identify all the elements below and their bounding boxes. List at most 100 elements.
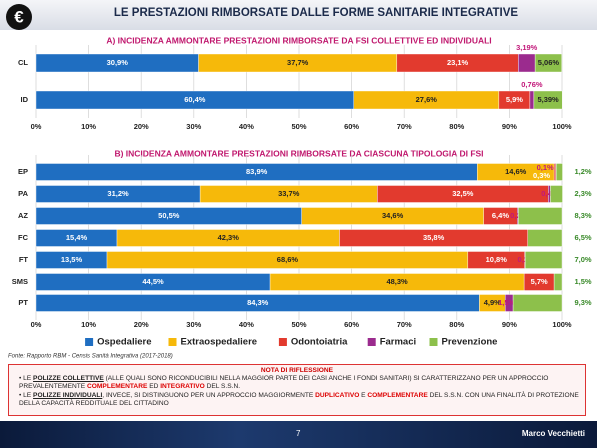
value-label: 23,1% <box>447 58 469 67</box>
legend-label: Odontoiatria <box>291 337 348 348</box>
x-tick-label: 50% <box>291 122 306 131</box>
value-label: 33,7% <box>278 189 300 198</box>
note-text: POLIZZE COLLETTIVE <box>33 375 104 383</box>
value-label: 5,7% <box>531 277 548 286</box>
value-label: 0,4% <box>541 189 558 198</box>
value-label: 8,3% <box>574 211 591 220</box>
value-label: 30,9% <box>107 58 129 67</box>
legend-label: Farmaci <box>380 337 416 348</box>
value-label: 68,6% <box>277 255 299 264</box>
value-label: 3,19% <box>516 43 538 52</box>
value-label: 2,3% <box>574 189 591 198</box>
legend-swatch <box>367 338 376 346</box>
bar-segment <box>534 53 562 73</box>
note-text: DEL S.S.N. <box>204 383 241 391</box>
value-label: 27,6% <box>416 95 438 104</box>
y-tick-label: CL <box>18 58 28 67</box>
value-label: 0,3% <box>533 171 550 180</box>
value-label: 13,5% <box>61 255 83 264</box>
chart: € LE PRESTAZIONI RIMBORSATE DALLE FORME … <box>0 0 597 360</box>
value-label: 0,76% <box>521 80 543 89</box>
legend-label: Prevenzione <box>442 337 498 348</box>
note-bullet: • LE POLIZZE COLLETTIVE (ALLE QUALI SONO… <box>19 375 549 391</box>
y-tick-label: PT <box>18 298 28 307</box>
value-label: 4,9% <box>484 298 501 307</box>
x-tick-label: 100% <box>552 122 572 131</box>
x-tick-label: 80% <box>449 320 464 329</box>
x-tick-label: 60% <box>344 122 359 131</box>
value-label: 6,5% <box>574 233 591 242</box>
bar-segment <box>556 163 563 181</box>
value-label: 15,4% <box>66 233 88 242</box>
value-label: 35,8% <box>423 233 445 242</box>
note-text: ED <box>147 383 161 391</box>
value-label: 5,39% <box>537 95 559 104</box>
x-tick-label: 100% <box>552 320 572 329</box>
note-text: INTEGRATIVO <box>160 383 205 391</box>
slide-title: LE PRESTAZIONI RIMBORSATE DALLE FORME SA… <box>114 7 519 19</box>
x-tick-label: 90% <box>502 122 517 131</box>
legend-label: Extraospedaliere <box>181 337 258 348</box>
x-tick-label: 70% <box>397 122 412 131</box>
x-tick-label: 80% <box>449 122 464 131</box>
note-text: DEL S.S.N. CON UNA FINALITÀ DI PROTEZION… <box>19 391 579 407</box>
x-tick-label: 30% <box>186 320 201 329</box>
chart-title: B) INCIDENZA AMMONTARE PRESTAZIONI RIMBO… <box>114 148 483 158</box>
legend-label: Ospedaliere <box>97 337 151 348</box>
value-label: 10,8% <box>486 255 508 264</box>
note-text: POLIZZE INDIVIDUALI <box>33 391 103 399</box>
note-text: COMPLEMENTARE <box>87 383 148 391</box>
value-label: 1,5% <box>498 298 515 307</box>
x-tick-label: 0% <box>31 320 42 329</box>
value-label: 83,9% <box>246 167 268 176</box>
x-tick-label: 60% <box>344 320 359 329</box>
legend-swatch <box>429 338 438 346</box>
y-tick-label: FC <box>18 233 29 242</box>
value-label: 1,2% <box>574 167 591 176</box>
value-label: 32,5% <box>452 189 474 198</box>
value-label: 60,4% <box>184 95 206 104</box>
note-text: COMPLEMENTARE <box>367 391 428 399</box>
note-text: , INVECE, SI DISTINGUONO PER UN APPROCCI… <box>102 391 316 399</box>
euro-icon <box>6 4 32 30</box>
bar-segment <box>518 53 536 73</box>
x-tick-label: 20% <box>134 320 149 329</box>
value-label: 0,1% <box>537 163 554 172</box>
chart-title: A) INCIDENZA AMMONTARE PRESTAZIONI RIMBO… <box>106 35 491 45</box>
value-label: 48,3% <box>386 277 408 286</box>
bar-segment <box>518 207 563 225</box>
value-label: 84,3% <box>247 298 269 307</box>
source: Fonte: Rapporto RBM - Censis Sanità Inte… <box>8 354 173 360</box>
y-tick-label: FT <box>19 255 29 264</box>
author: Marco Vecchietti <box>521 429 585 438</box>
x-tick-label: 30% <box>186 122 201 131</box>
x-tick-label: 40% <box>239 320 254 329</box>
note-text: LE <box>23 391 34 399</box>
x-tick-label: 70% <box>397 320 412 329</box>
note-text: (ALLE QUALI SONO RICONDUCIBILI NELLA MAG… <box>19 375 549 391</box>
euro-symbol: € <box>14 7 24 26</box>
legend-swatch <box>278 338 287 346</box>
x-tick-label: 10% <box>81 320 96 329</box>
legend-swatch <box>85 338 94 346</box>
value-label: 9,3% <box>574 298 591 307</box>
x-tick-label: 20% <box>134 122 149 131</box>
x-tick-label: 40% <box>239 122 254 131</box>
value-label: 42,3% <box>218 233 240 242</box>
value-label: 34,6% <box>382 211 404 220</box>
footer: 7 Marco Vecchietti <box>0 421 597 448</box>
value-label: 6,4% <box>492 211 509 220</box>
note-box: NOTA DI RIFLESSIONE • LE POLIZZE COLLETT… <box>8 364 586 416</box>
x-tick-label: 50% <box>291 320 306 329</box>
bar-segment <box>553 163 556 181</box>
value-label: 14,6% <box>505 167 527 176</box>
bar-segment <box>527 229 563 247</box>
x-tick-label: 0% <box>31 122 42 131</box>
value-label: 44,5% <box>142 277 164 286</box>
value-label: 5,9% <box>506 95 523 104</box>
y-tick-label: SMS <box>12 277 28 286</box>
page-number: 7 <box>296 429 301 438</box>
x-tick-label: 10% <box>81 122 96 131</box>
value-label: 31,2% <box>107 189 129 198</box>
